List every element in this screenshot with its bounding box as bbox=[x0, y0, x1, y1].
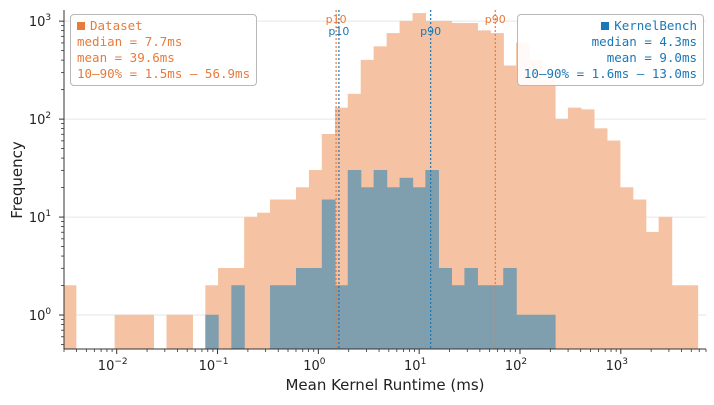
dataset-bar bbox=[516, 42, 530, 350]
x-tick-label: 101 bbox=[404, 357, 426, 374]
kernelbench-bar bbox=[399, 177, 414, 350]
x-tick-label: 10−2 bbox=[98, 357, 128, 374]
dataset-p10-label: p10 bbox=[326, 13, 347, 26]
dataset-bar bbox=[645, 231, 660, 350]
kernelbench-bar bbox=[295, 267, 310, 350]
kernelbench-bar bbox=[334, 285, 349, 350]
dataset-p90-label: p90 bbox=[485, 13, 506, 26]
dataset-bar bbox=[244, 216, 258, 350]
percentile-lines: p10 p90 p10 p90 bbox=[326, 10, 506, 349]
x-tick-label: 100 bbox=[303, 357, 326, 374]
dataset-bar bbox=[542, 79, 556, 350]
dataset-bar bbox=[179, 314, 193, 350]
kernelbench-legend-title: KernelBench bbox=[524, 18, 697, 34]
dataset-bar bbox=[529, 59, 543, 350]
kernelbench-p90-label: p90 bbox=[420, 25, 441, 38]
kernelbench-title: KernelBench bbox=[614, 18, 697, 33]
kernelbench-bar bbox=[205, 314, 219, 350]
kernelbench-bar bbox=[231, 285, 245, 350]
dataset-bar bbox=[593, 128, 608, 350]
y-axis-label: Frequency bbox=[8, 141, 26, 219]
dataset-swatch bbox=[77, 22, 85, 30]
dataset-bar bbox=[606, 140, 621, 350]
dataset-bar bbox=[658, 216, 673, 350]
dataset-bar bbox=[140, 314, 155, 350]
dataset-median: median = 7.7ms bbox=[77, 34, 183, 49]
dataset-bar bbox=[684, 285, 699, 350]
dataset-mean: mean = 39.6ms bbox=[77, 50, 175, 65]
kernelbench-bar bbox=[386, 187, 401, 350]
kernelbench-bar bbox=[464, 267, 478, 350]
kernelbench-bar bbox=[308, 267, 323, 350]
kernelbench-p10-label: p10 bbox=[328, 25, 349, 38]
y-tick-label: 102 bbox=[29, 111, 51, 128]
kernelbench-bar bbox=[282, 285, 297, 350]
kernelbench-bar bbox=[490, 285, 504, 350]
dataset-bar bbox=[632, 199, 647, 350]
kernelbench-bar bbox=[503, 267, 517, 350]
axes bbox=[63, 10, 706, 350]
kernelbench-range: 10–90% = 1.6ms – 13.0ms bbox=[523, 66, 697, 81]
kernelbench-swatch bbox=[601, 22, 610, 30]
dataset-bar bbox=[257, 212, 271, 350]
kernelbench-bar bbox=[347, 170, 362, 350]
dataset-bar bbox=[554, 118, 569, 350]
dataset-title: Dataset bbox=[90, 18, 143, 33]
kernelbench-mean: mean = 9.0ms bbox=[606, 50, 697, 65]
x-tick-label: 10−1 bbox=[199, 357, 229, 374]
dataset-bar bbox=[567, 107, 582, 350]
dataset-bar bbox=[63, 285, 77, 350]
y-tick-label: 103 bbox=[29, 13, 51, 30]
dataset-bar bbox=[619, 187, 634, 350]
kernelbench-bar bbox=[425, 170, 439, 350]
dataset-bar bbox=[218, 267, 232, 350]
kernelbench-bar bbox=[438, 267, 452, 350]
kernelbench-bar bbox=[529, 314, 543, 350]
dataset-bar bbox=[671, 285, 686, 350]
kernelbench-bar bbox=[516, 314, 530, 350]
dataset-bar bbox=[166, 314, 181, 350]
kernelbench-bar bbox=[542, 314, 556, 350]
kernelbench-median: median = 4.3ms bbox=[591, 34, 697, 49]
dataset-bar bbox=[127, 314, 142, 350]
kernelbench-bar bbox=[451, 285, 466, 350]
kernelbench-bar bbox=[412, 187, 426, 350]
kernelbench-bar bbox=[270, 285, 284, 350]
y-tick-label: 101 bbox=[29, 209, 51, 226]
kernelbench-bar bbox=[373, 170, 388, 350]
kernelbench-bar bbox=[321, 199, 336, 350]
dataset-bar bbox=[114, 314, 129, 350]
dataset-range: 10–90% = 1.5ms – 56.9ms bbox=[77, 66, 251, 81]
y-tick-label: 100 bbox=[29, 307, 52, 324]
dataset-stats-legend: Dataset median = 7.7ms mean = 39.6ms 10–… bbox=[70, 14, 258, 86]
kernelbench-bar bbox=[477, 285, 491, 350]
kernelbench-bar bbox=[360, 187, 375, 350]
dataset-legend-title: Dataset bbox=[77, 18, 250, 34]
x-tick-label: 102 bbox=[505, 357, 527, 374]
kernelbench-stats-legend: KernelBench median = 4.3ms mean = 9.0ms … bbox=[516, 14, 704, 86]
dataset-bar bbox=[580, 109, 595, 350]
x-tick-label: 103 bbox=[606, 357, 628, 374]
x-axis-label: Mean Kernel Runtime (ms) bbox=[285, 376, 484, 394]
axis-ticks: 10−2 10−1 100 101 102 103 100 101 102 103 bbox=[29, 13, 707, 374]
